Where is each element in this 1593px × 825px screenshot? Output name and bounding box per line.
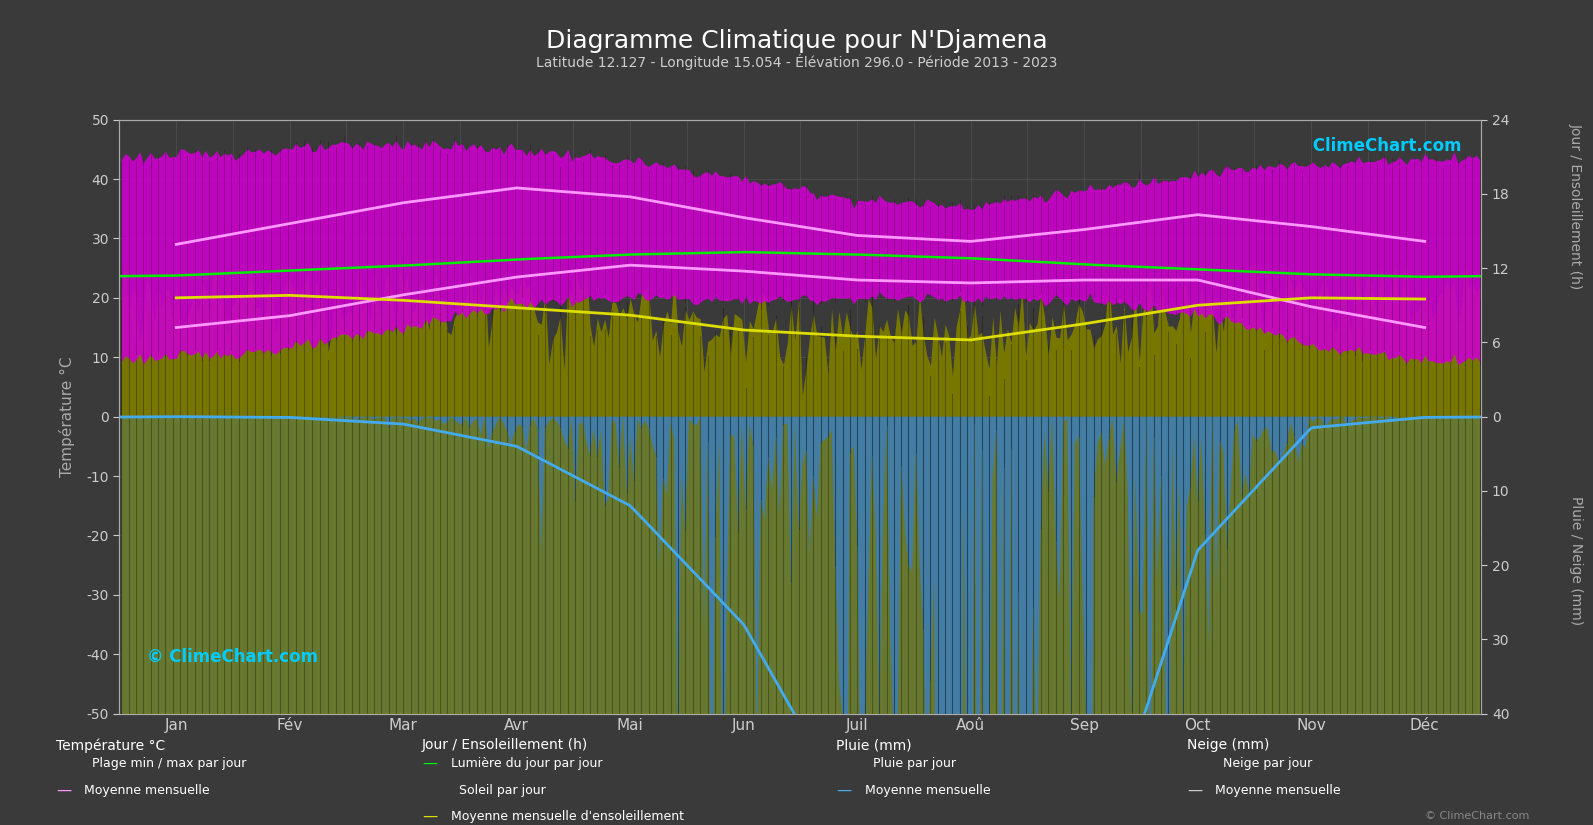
- Text: —: —: [422, 756, 438, 771]
- Text: —: —: [56, 783, 72, 798]
- Text: © ClimeChart.com: © ClimeChart.com: [1424, 811, 1529, 821]
- Text: © ClimeChart.com: © ClimeChart.com: [147, 648, 317, 666]
- Text: Jour / Ensoleillement (h): Jour / Ensoleillement (h): [1569, 123, 1583, 290]
- Text: Pluie / Neige (mm): Pluie / Neige (mm): [1569, 497, 1583, 625]
- Text: Moyenne mensuelle d'ensoleillement: Moyenne mensuelle d'ensoleillement: [451, 810, 683, 823]
- Text: Pluie par jour: Pluie par jour: [873, 757, 956, 770]
- Text: Neige par jour: Neige par jour: [1223, 757, 1313, 770]
- Text: ClimeChart.com: ClimeChart.com: [1306, 138, 1461, 155]
- Text: Diagramme Climatique pour N'Djamena: Diagramme Climatique pour N'Djamena: [546, 29, 1047, 53]
- Text: Jour / Ensoleillement (h): Jour / Ensoleillement (h): [422, 738, 588, 752]
- Text: Lumière du jour par jour: Lumière du jour par jour: [451, 757, 602, 770]
- Text: Moyenne mensuelle: Moyenne mensuelle: [865, 784, 991, 797]
- Text: Neige (mm): Neige (mm): [1187, 738, 1270, 752]
- Text: Latitude 12.127 - Longitude 15.054 - Élévation 296.0 - Période 2013 - 2023: Latitude 12.127 - Longitude 15.054 - Élé…: [535, 54, 1058, 69]
- Text: Moyenne mensuelle: Moyenne mensuelle: [84, 784, 210, 797]
- Text: —: —: [836, 783, 852, 798]
- Text: Pluie (mm): Pluie (mm): [836, 738, 911, 752]
- Y-axis label: Température °C: Température °C: [59, 356, 75, 477]
- Text: —: —: [1187, 783, 1203, 798]
- Text: —: —: [422, 809, 438, 824]
- Text: Plage min / max par jour: Plage min / max par jour: [92, 757, 247, 770]
- Text: Température °C: Température °C: [56, 738, 166, 753]
- Text: Moyenne mensuelle: Moyenne mensuelle: [1215, 784, 1341, 797]
- Text: Soleil par jour: Soleil par jour: [459, 784, 545, 797]
